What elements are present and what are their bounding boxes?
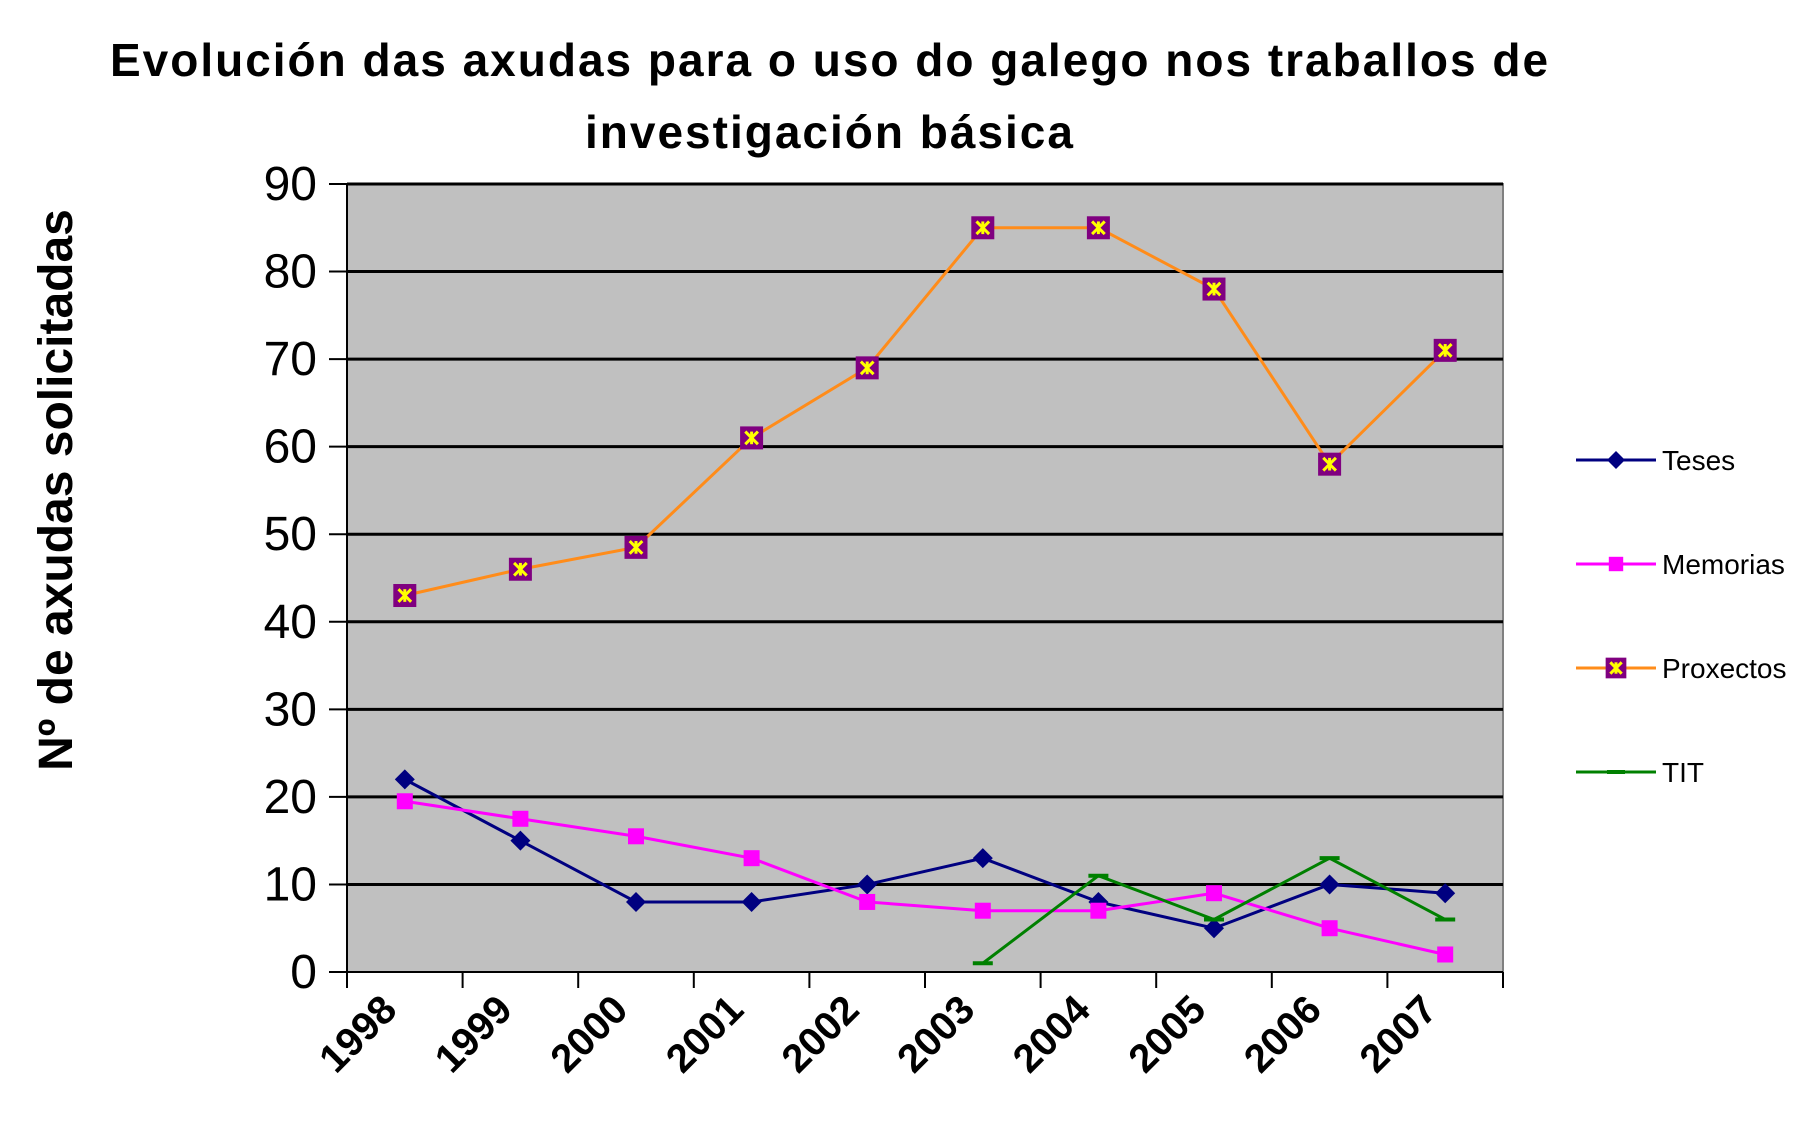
legend-item: Proxectos (1576, 653, 1787, 684)
y-tick-label: 10 (264, 858, 317, 911)
series-tit (972, 856, 1456, 966)
series-teses (394, 769, 1456, 939)
data-point (741, 891, 762, 912)
x-tick-label: 2002 (774, 987, 868, 1081)
legend-marker (1608, 556, 1624, 572)
series-line (404, 778, 1446, 930)
data-point (1206, 885, 1222, 902)
data-point (393, 584, 417, 608)
data-point (628, 828, 644, 845)
legend-item: Teses (1576, 445, 1735, 476)
data-point (394, 769, 415, 790)
x-tick-label: 1999 (427, 987, 521, 1081)
data-point (508, 557, 532, 581)
data-point (855, 356, 879, 380)
data-point (512, 810, 529, 827)
y-tick-label: 50 (264, 508, 317, 561)
y-tick-label: 30 (264, 683, 317, 736)
y-tick-label: 40 (264, 596, 317, 649)
data-point (510, 830, 531, 851)
y-axis-label: Nº de axudas solicitadas (30, 209, 83, 771)
chart-title-line2: investigación básica (585, 106, 1075, 158)
data-point (626, 891, 646, 912)
y-tick-label: 20 (264, 771, 317, 824)
data-point (1433, 338, 1457, 362)
x-tick-label: 2000 (542, 987, 636, 1081)
data-point (971, 216, 995, 240)
series-memorias (396, 793, 1454, 963)
data-point (396, 793, 413, 810)
legend-marker (1607, 451, 1625, 469)
data-point (624, 535, 648, 559)
data-point (859, 893, 876, 910)
data-point (740, 426, 764, 450)
x-tick-label: 2003 (889, 987, 983, 1081)
data-point (972, 848, 993, 869)
x-tick-label: 1998 (311, 987, 405, 1081)
x-tick-label: 2007 (1352, 987, 1446, 1081)
data-point (974, 902, 991, 919)
data-point (1319, 874, 1340, 895)
data-point (1321, 920, 1338, 937)
legend: Teses Memorias Proxectos TIT (1576, 445, 1787, 788)
y-tick-label: 70 (264, 333, 317, 386)
legend-label: Memorias (1662, 549, 1785, 580)
data-point (1090, 902, 1107, 919)
legend-item: Memorias (1576, 549, 1785, 580)
chart-title-line1: Evolución das axudas para o uso do galeg… (110, 34, 1550, 86)
y-tick-label: 80 (264, 246, 317, 299)
data-point (1086, 216, 1110, 240)
x-tick-label: 2001 (658, 987, 752, 1081)
legend-label: Teses (1662, 445, 1735, 476)
data-point (1204, 918, 1224, 939)
y-tick-label: 0 (290, 946, 317, 999)
data-point (1435, 883, 1456, 904)
series-proxectos (393, 216, 1457, 608)
data-point (1202, 277, 1226, 301)
y-tick-label: 90 (264, 158, 317, 211)
series-line (404, 799, 1446, 956)
data-point (857, 874, 878, 895)
plot-background (346, 183, 1504, 973)
data-point (1437, 946, 1454, 963)
x-tick-label: 2006 (1236, 987, 1330, 1081)
data-point (1318, 452, 1342, 476)
series-line (404, 226, 1447, 597)
legend-marker (1605, 657, 1627, 679)
y-tick-label: 60 (264, 421, 317, 474)
x-tick-label: 2004 (1005, 987, 1100, 1082)
legend-label: Proxectos (1662, 653, 1787, 684)
legend-label: TIT (1662, 757, 1704, 788)
legend-item: TIT (1576, 757, 1704, 788)
x-tick-label: 2005 (1120, 987, 1214, 1081)
data-point (743, 850, 760, 867)
